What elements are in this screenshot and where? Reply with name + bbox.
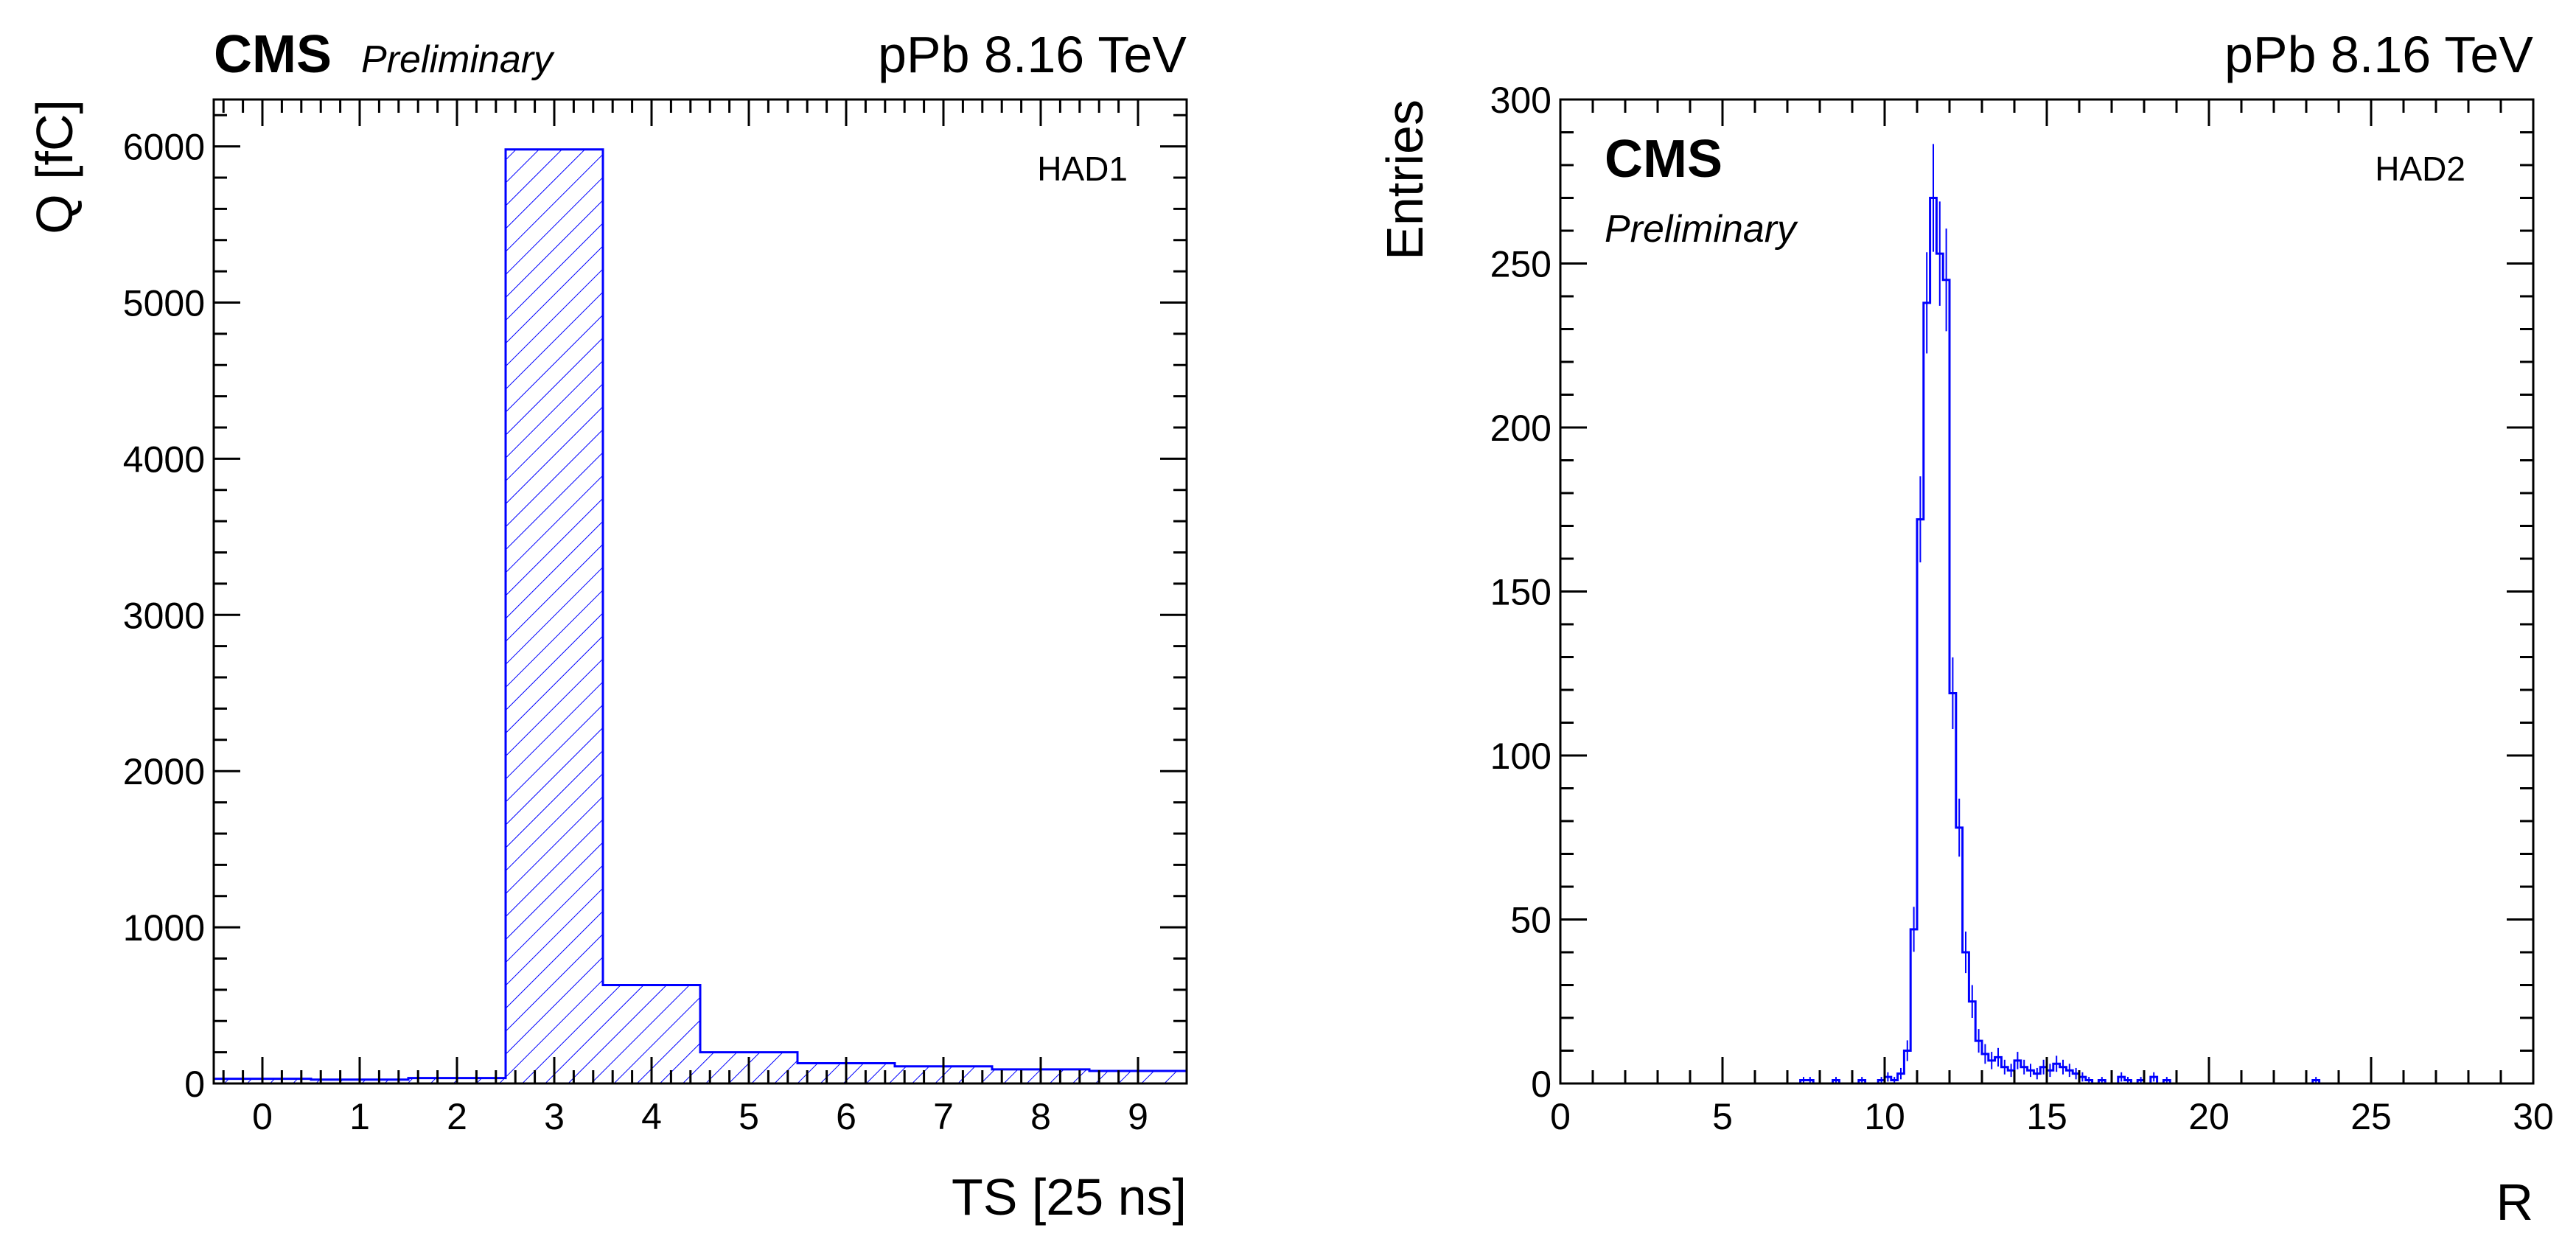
left-y-tick-label: 1000 — [123, 907, 205, 949]
right-panel-tag: HAD2 — [2375, 150, 2465, 188]
left-x-tick-label: 8 — [1030, 1096, 1051, 1137]
left-ticks — [214, 100, 1187, 1085]
left-x-tick-label: 7 — [933, 1096, 954, 1137]
right-y-tick-label: 100 — [1490, 736, 1551, 777]
right-x-tick-label: 0 — [1550, 1096, 1571, 1137]
right-histogram-outline — [1799, 197, 2321, 1083]
left-x-tick-label: 0 — [252, 1096, 273, 1137]
right-x-tick-label: 25 — [2350, 1096, 2392, 1137]
right-cms-label: CMS — [1605, 130, 1722, 189]
right-x-tick-label: 20 — [2188, 1096, 2230, 1137]
left-y-tick-label: 6000 — [123, 127, 205, 168]
left-y-axis-title: Q [fC] — [26, 100, 83, 234]
left-x-tick-label: 9 — [1128, 1096, 1148, 1137]
left-preliminary-label: Preliminary — [361, 38, 555, 81]
right-y-tick-label: 0 — [1531, 1064, 1551, 1105]
left-x-tick-label: 4 — [641, 1096, 662, 1137]
left-histogram — [212, 148, 1188, 1083]
right-histogram — [1799, 144, 2321, 1083]
left-y-tick-label: 2000 — [123, 751, 205, 792]
right-y-tick-label: 300 — [1490, 80, 1551, 121]
right-y-tick-label: 250 — [1490, 244, 1551, 285]
left-energy-label: pPb 8.16 TeV — [878, 26, 1187, 83]
right-y-axis-title: Entries — [1376, 100, 1434, 260]
left-cms-label: CMS — [214, 25, 332, 84]
left-x-tick-label: 2 — [447, 1096, 467, 1137]
left-x-tick-label: 5 — [739, 1096, 759, 1137]
right-ticks — [1559, 98, 2535, 1085]
right-y-tick-label: 50 — [1510, 900, 1551, 941]
right-x-tick-label: 5 — [1712, 1096, 1733, 1137]
left-y-tick-label: 0 — [184, 1064, 205, 1105]
right-y-tick-label: 200 — [1490, 408, 1551, 449]
left-y-tick-label: 3000 — [123, 595, 205, 636]
right-y-tick-label: 150 — [1490, 572, 1551, 613]
right-x-axis-title: R — [2496, 1173, 2533, 1231]
left-x-axis-title: TS [25 ns] — [952, 1168, 1187, 1226]
left-y-tick-label: 5000 — [123, 282, 205, 324]
left-bar-ts-3 — [506, 149, 603, 1083]
left-x-tick-label: 6 — [836, 1096, 856, 1137]
right-x-tick-label: 30 — [2513, 1096, 2554, 1137]
right-x-tick-label: 15 — [2026, 1096, 2067, 1137]
left-x-tick-label: 3 — [544, 1096, 565, 1137]
left-x-tick-label: 1 — [349, 1096, 370, 1137]
right-energy-label: pPb 8.16 TeV — [2224, 26, 2533, 83]
left-y-tick-label: 4000 — [123, 439, 205, 480]
right-x-tick-label: 10 — [1864, 1096, 1905, 1137]
left-panel-tag: HAD1 — [1037, 150, 1128, 188]
right-preliminary-label: Preliminary — [1605, 208, 1798, 251]
left-plot-frame — [212, 98, 1188, 1085]
left-histogram-outline — [212, 148, 1188, 1083]
left-tick-labels: 0 1 2 3 4 5 6 7 8 9 0 1000 2000 3000 4000 5000 6000 — [123, 127, 1148, 1137]
